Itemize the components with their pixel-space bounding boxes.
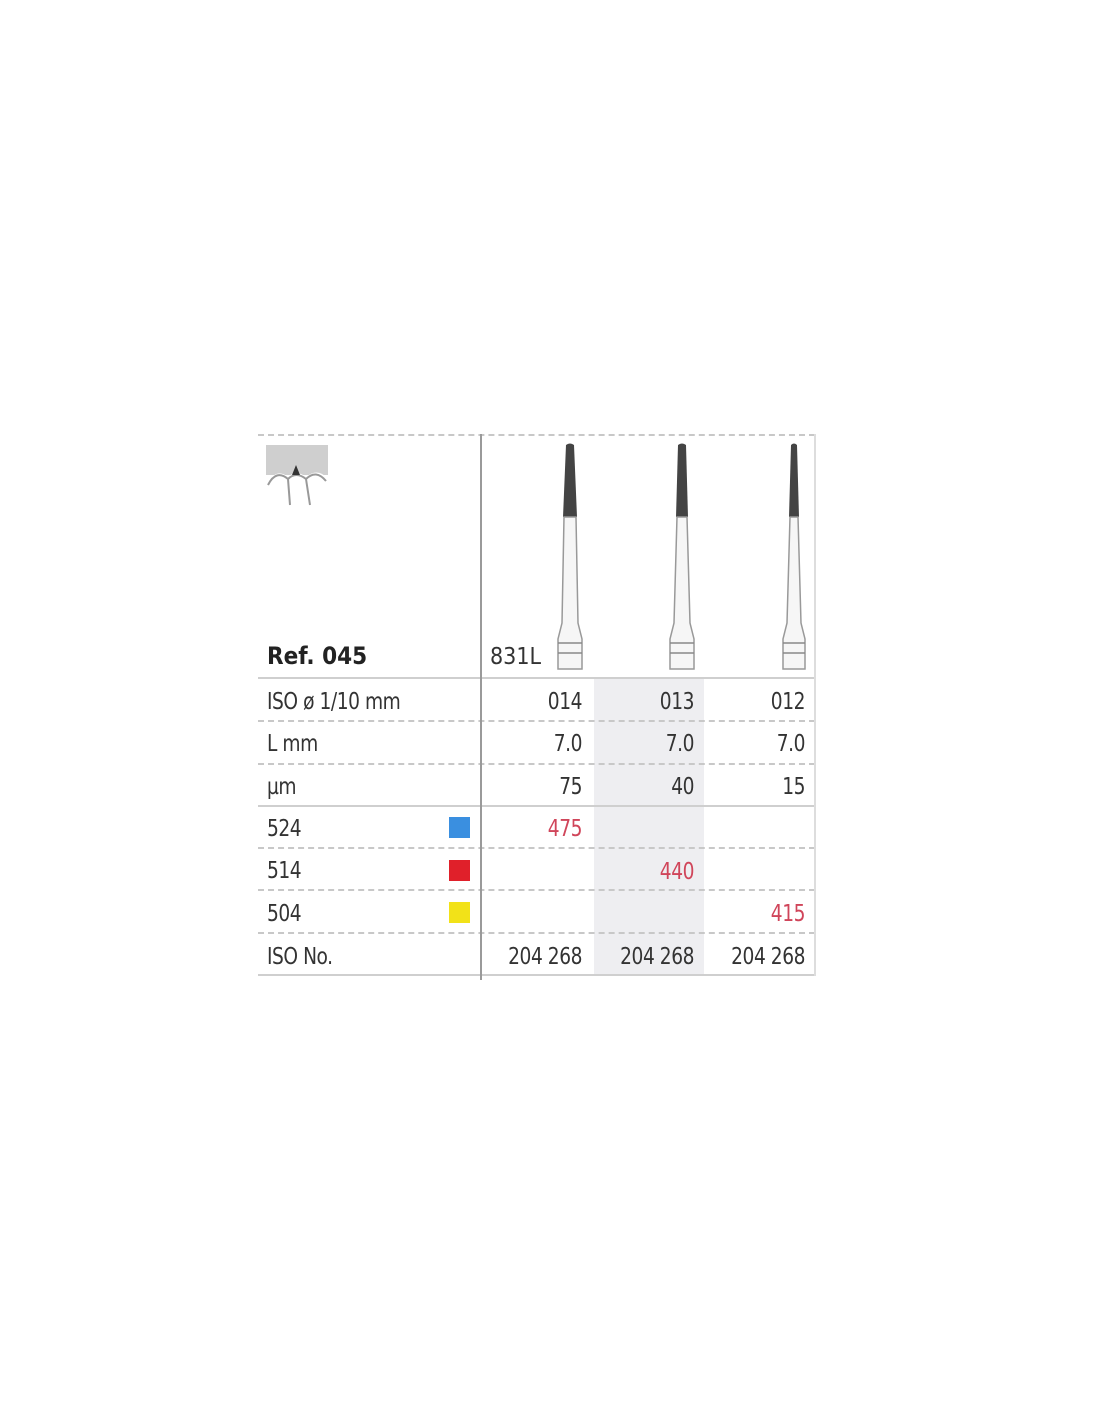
row-label: ISO ø 1/10 mm (267, 689, 401, 715)
divider (258, 932, 815, 934)
order-number: 415 (770, 901, 806, 927)
divider (258, 763, 815, 765)
row-label: ISO No. (267, 944, 333, 970)
divider (258, 677, 815, 679)
grit-color-swatch-red (449, 860, 470, 881)
cell: 204 268 (731, 944, 805, 970)
cell: 204 268 (508, 944, 582, 970)
grit-label: 524 (267, 816, 302, 842)
cell: 7.0 (665, 731, 695, 757)
order-number: 440 (659, 859, 695, 885)
divider (258, 889, 815, 891)
cell: 014 (547, 689, 583, 715)
divider (258, 434, 815, 436)
highlight-column (594, 678, 704, 976)
tapered-bur-icon (669, 443, 695, 670)
cell: 7.0 (776, 731, 806, 757)
cell: 204 268 (620, 944, 694, 970)
cell: 012 (770, 689, 806, 715)
row-label: L mm (267, 731, 318, 757)
ref-number: Ref. 045 (267, 642, 368, 670)
cell: 013 (659, 689, 695, 715)
cell: 7.0 (553, 731, 583, 757)
order-number: 475 (547, 816, 583, 842)
grit-label: 514 (267, 858, 302, 884)
grit-color-swatch-blue (449, 817, 470, 838)
tooth-interproximal-icon (266, 445, 328, 507)
tapered-bur-icon (782, 443, 806, 670)
divider (480, 434, 482, 980)
divider (258, 805, 815, 807)
cell: 75 (559, 774, 582, 800)
divider (258, 720, 815, 722)
divider (258, 847, 815, 849)
cell: 40 (671, 774, 694, 800)
grit-label: 504 (267, 901, 302, 927)
divider (258, 974, 815, 976)
grit-color-swatch-yellow (449, 902, 470, 923)
tapered-bur-icon (557, 443, 583, 670)
cell: 15 (782, 774, 805, 800)
model-label: 831L (490, 644, 542, 670)
row-label: µm (267, 774, 297, 800)
divider (814, 434, 816, 976)
